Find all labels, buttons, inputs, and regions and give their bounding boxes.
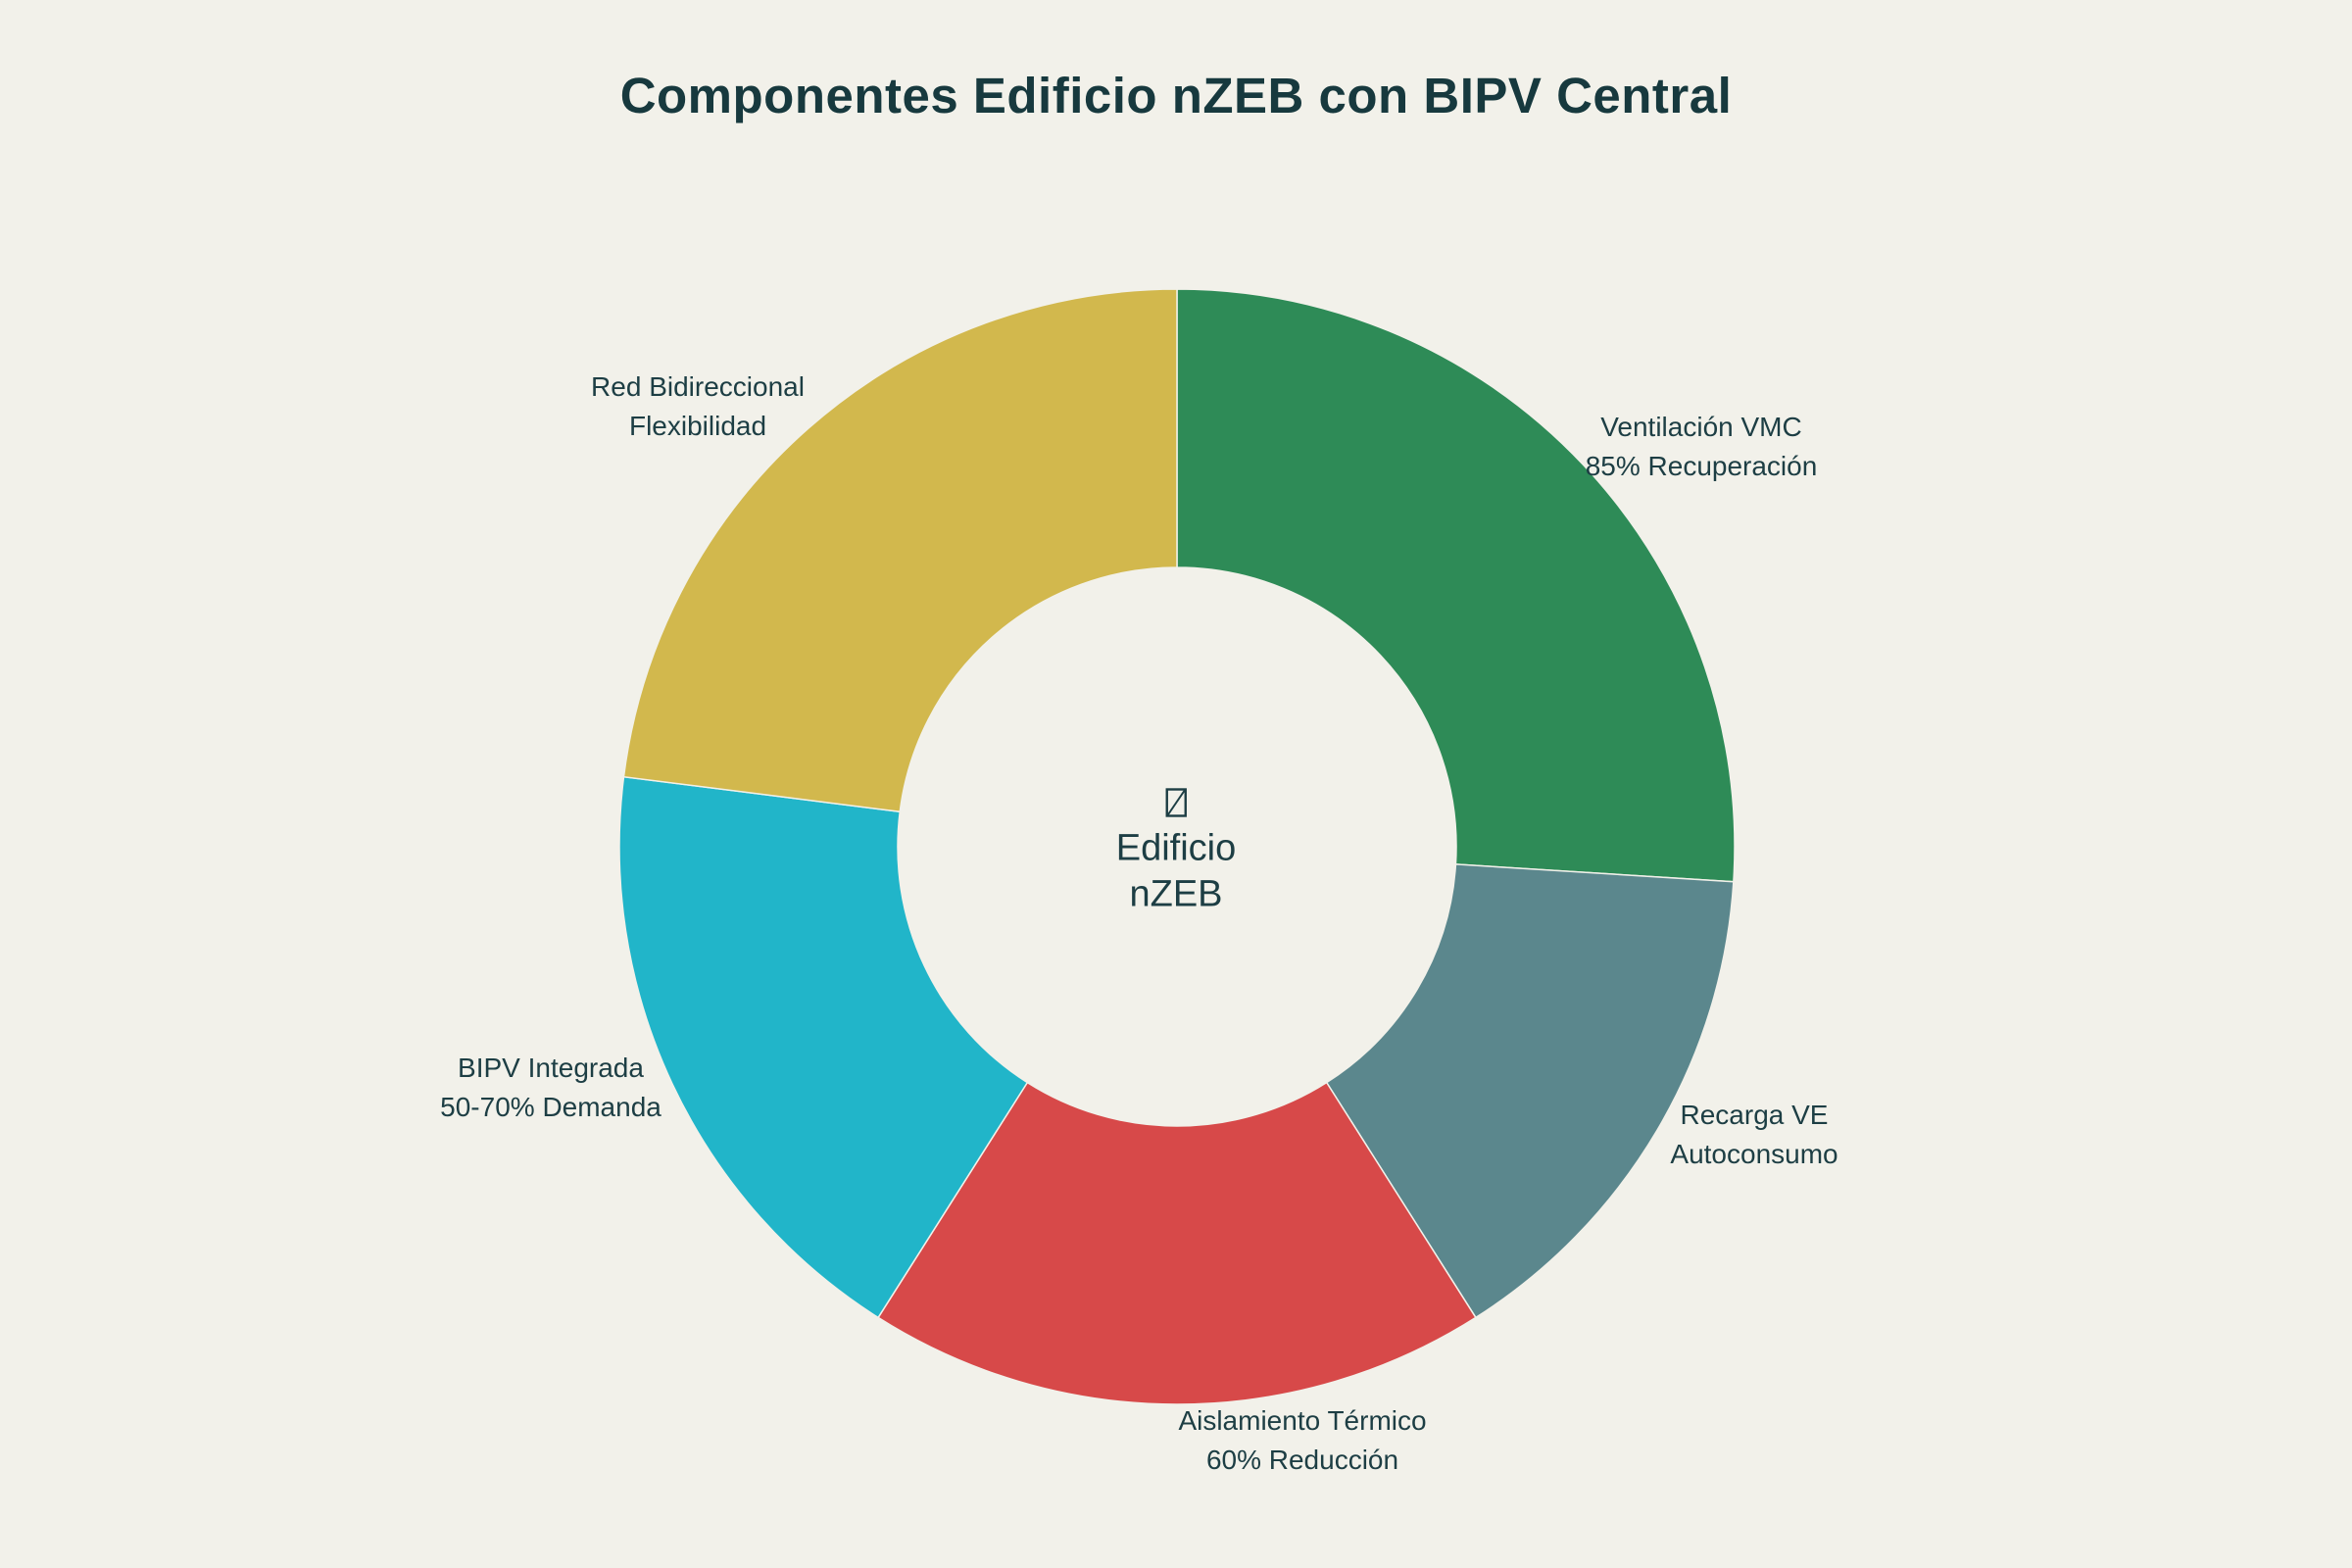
slice-label-line1: Aislamiento Térmico — [1178, 1405, 1427, 1436]
slice-label-line2: Flexibilidad — [628, 411, 767, 441]
pie-slice-4[interactable] — [622, 288, 1178, 813]
slice-label-ventilacion: Ventilación VMC 85% Recuperación — [1586, 408, 1818, 486]
pie-slice-0[interactable] — [1176, 288, 1736, 883]
center-label-line2: nZEB — [1129, 873, 1223, 915]
slice-label-line1: BIPV Integrada — [458, 1053, 644, 1083]
pie-slice-3[interactable] — [618, 775, 1029, 1319]
missing-glyph-icon — [1116, 780, 1237, 826]
pie-slice-2[interactable] — [877, 1081, 1477, 1405]
slice-label-line1: Recarga VE — [1680, 1100, 1829, 1130]
slice-label-line2: 50-70% Demanda — [440, 1092, 662, 1122]
slice-label-line1: Ventilación VMC — [1600, 412, 1802, 442]
donut-center-label: Edificio nZEB — [1115, 780, 1237, 918]
slice-label-line2: 85% Recuperación — [1585, 451, 1818, 481]
slice-label-red-bidireccional: Red Bidireccional Flexibilidad — [591, 368, 805, 446]
slice-label-bipv: BIPV Integrada 50-70% Demanda — [440, 1049, 662, 1127]
slice-label-line2: Autoconsumo — [1670, 1139, 1838, 1169]
chart-title: Componentes Edificio nZEB con BIPV Centr… — [619, 68, 1733, 123]
slice-label-recarga-ve: Recarga VE Autoconsumo — [1670, 1096, 1838, 1174]
slice-label-aislamiento: Aislamiento Térmico 60% Reducción — [1178, 1401, 1426, 1480]
slice-label-line2: 60% Reducción — [1205, 1445, 1399, 1475]
pie-slice-1[interactable] — [1325, 863, 1735, 1319]
slice-label-line1: Red Bidireccional — [591, 371, 805, 402]
center-label-line1: Edificio — [1115, 827, 1237, 869]
